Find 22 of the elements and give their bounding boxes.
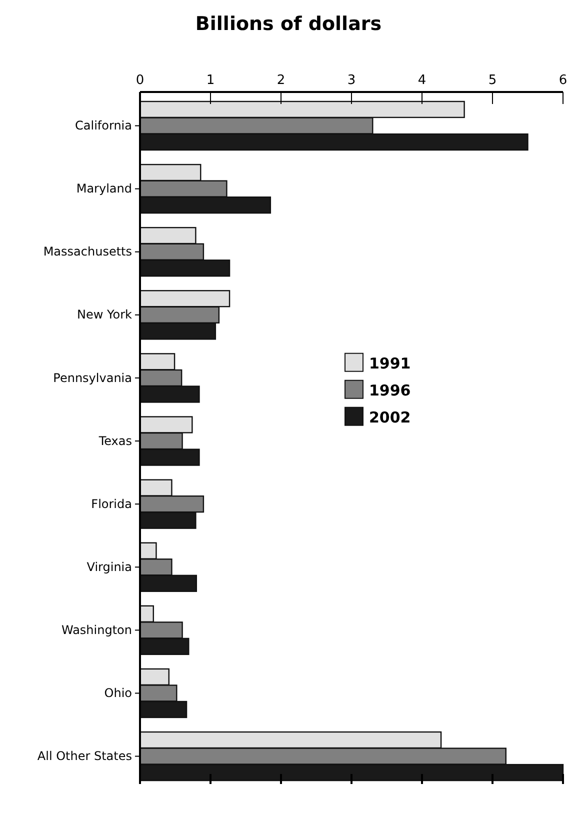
x-tick-label: 5 xyxy=(488,73,497,88)
legend-label: 1991 xyxy=(369,354,411,372)
y-tick-label: Massachusetts xyxy=(43,244,132,259)
chart-title: Billions of dollars xyxy=(195,13,382,35)
y-tick-label: Washington xyxy=(61,622,132,637)
y-tick-label: Virginia xyxy=(86,560,132,574)
x-tick-label: 1 xyxy=(206,73,215,88)
y-tick-label: New York xyxy=(77,308,132,322)
x-tick-label: 6 xyxy=(558,73,568,88)
y-tick-label: Maryland xyxy=(76,182,132,196)
x-tick-label: 4 xyxy=(418,73,426,88)
y-tick-label: Texas xyxy=(98,434,132,448)
legend-label: 1996 xyxy=(369,381,411,400)
y-tick-label: California xyxy=(75,118,132,133)
legend-label: 2002 xyxy=(369,408,411,426)
x-tick-label: 3 xyxy=(347,73,356,88)
x-tick-label: 0 xyxy=(136,73,144,88)
y-tick-label: Florida xyxy=(91,496,132,511)
y-tick-label: Ohio xyxy=(104,686,132,700)
x-tick-label: 2 xyxy=(276,73,286,88)
y-tick-label: Pennsylvania xyxy=(53,370,132,385)
y-tick-label: All Other States xyxy=(37,749,132,764)
